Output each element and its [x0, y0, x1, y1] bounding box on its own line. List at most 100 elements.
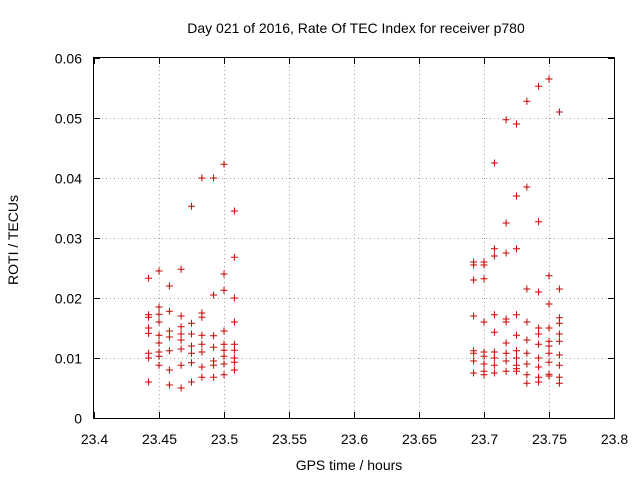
data-point-marker	[198, 363, 206, 371]
data-point-marker	[177, 330, 185, 338]
x-tick-label: 23.65	[402, 431, 437, 447]
data-point-marker	[545, 272, 553, 280]
x-axis-tick-labels: 23.4 23.45 23.5 23.55 23.6 23.65 23.7 23.75 23.8	[81, 431, 628, 447]
data-point-marker	[490, 311, 498, 319]
data-point-marker	[535, 378, 543, 386]
data-point-marker	[198, 313, 206, 321]
y-tick-label: 0.04	[55, 171, 82, 187]
data-point-marker	[535, 288, 543, 296]
data-point-marker	[220, 270, 228, 278]
data-point-marker	[188, 330, 195, 338]
data-point-marker	[188, 359, 195, 367]
data-point-marker	[535, 340, 543, 348]
data-point-marker	[177, 361, 185, 369]
data-point-marker	[513, 311, 520, 319]
data-point-marker	[145, 274, 153, 282]
data-point-marker	[177, 336, 185, 344]
data-point-marker	[523, 379, 531, 387]
data-point-marker	[490, 361, 498, 369]
data-point-marker	[490, 252, 498, 260]
data-point-marker	[188, 319, 195, 327]
data-point-marker	[230, 366, 238, 374]
data-point-marker	[155, 267, 163, 275]
data-point-marker	[535, 363, 543, 371]
data-point-marker	[145, 313, 153, 321]
data-point-marker	[470, 369, 478, 377]
data-point-marker	[545, 75, 553, 83]
data-point-marker	[198, 340, 206, 348]
data-point-marker	[555, 351, 563, 359]
x-tick-label: 23.5	[211, 431, 238, 447]
data-point-marker	[177, 345, 185, 353]
data-point-marker	[155, 310, 163, 318]
data-point-marker	[535, 218, 543, 226]
data-point-marker	[490, 354, 498, 362]
data-point-marker	[490, 348, 498, 356]
data-point-marker	[513, 120, 520, 128]
data-point-marker	[155, 352, 163, 360]
data-point-marker	[188, 342, 195, 350]
x-tick-label: 23.75	[532, 431, 567, 447]
data-point-marker	[210, 343, 218, 351]
data-point-marker	[513, 331, 520, 339]
y-axis-title: ROTI / TECUs	[5, 195, 21, 285]
data-point-marker	[210, 174, 218, 182]
data-point-marker	[155, 361, 163, 369]
x-tick-label: 23.45	[142, 431, 177, 447]
data-point-marker	[523, 371, 531, 379]
data-point-marker	[210, 291, 218, 299]
x-tick-label: 23.4	[81, 431, 108, 447]
data-point-marker	[470, 357, 478, 365]
data-point-marker	[490, 328, 498, 336]
data-point-marker	[188, 349, 195, 357]
data-point-marker	[535, 82, 543, 90]
data-point-marker	[502, 339, 510, 347]
data-point-marker	[545, 349, 553, 357]
data-point-marker	[230, 346, 238, 354]
data-point-marker	[545, 300, 553, 308]
data-point-marker	[155, 339, 163, 347]
data-point-marker	[220, 340, 228, 348]
data-point-marker	[545, 324, 553, 332]
data-point-marker	[555, 319, 563, 327]
data-point-marker	[230, 358, 238, 366]
data-point-marker	[545, 358, 553, 366]
data-point-marker	[198, 331, 206, 339]
data-point-marker	[555, 330, 563, 338]
data-point-marker	[220, 160, 228, 168]
y-tick-label: 0.06	[55, 51, 82, 67]
data-point-marker	[177, 384, 185, 392]
data-point-marker	[220, 286, 228, 294]
data-point-marker	[165, 347, 173, 355]
data-point-marker	[198, 174, 206, 182]
data-point-marker	[523, 318, 531, 326]
x-tick-label: 23.55	[272, 431, 307, 447]
data-point-marker	[210, 361, 218, 369]
data-point-marker	[555, 379, 563, 387]
data-point-marker	[523, 336, 531, 344]
data-point-marker	[490, 245, 498, 253]
x-tick-label: 23.6	[341, 431, 368, 447]
data-point-marker	[513, 245, 520, 253]
data-point-marker	[145, 378, 153, 386]
x-tick-label: 23.7	[471, 431, 498, 447]
data-point-marker	[490, 369, 498, 377]
data-point-marker	[545, 342, 553, 350]
plot-frame	[93, 57, 615, 419]
data-point-marker	[523, 97, 531, 105]
data-point-marker	[177, 265, 185, 273]
data-point-marker	[502, 367, 510, 375]
data-point-marker	[220, 327, 228, 335]
data-point-marker	[230, 318, 238, 326]
data-point-marker	[555, 108, 563, 116]
y-tick-label: 0.02	[55, 291, 82, 307]
data-point-marker	[220, 346, 228, 354]
y-tick-label: 0.01	[55, 351, 82, 367]
data-points	[145, 75, 563, 392]
data-point-marker	[535, 354, 543, 362]
data-point-marker	[513, 347, 520, 355]
data-point-marker	[230, 340, 238, 348]
data-point-marker	[480, 275, 488, 283]
data-point-marker	[230, 207, 238, 215]
